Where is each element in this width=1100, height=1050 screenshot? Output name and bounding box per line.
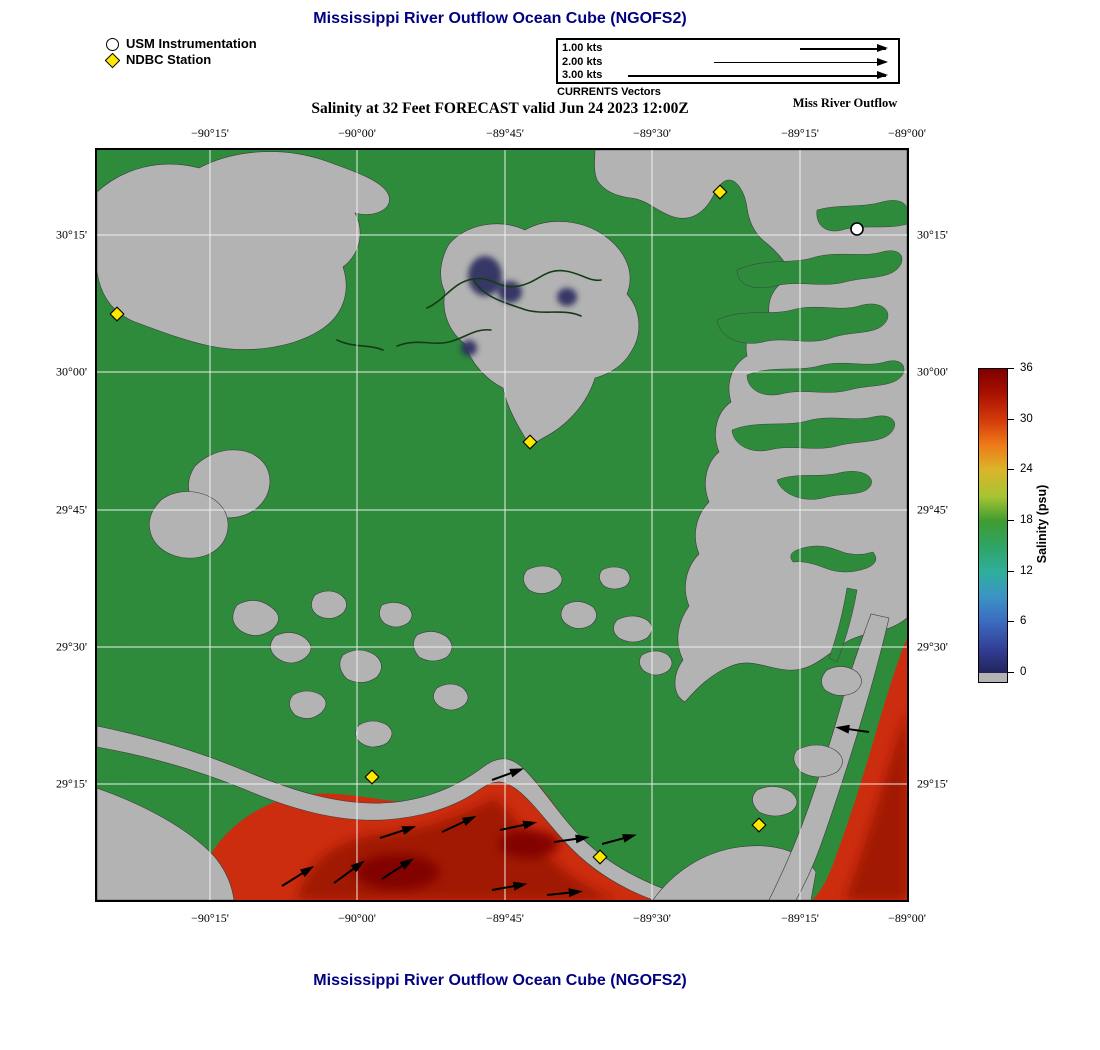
current-vector-arrow bbox=[546, 888, 583, 898]
usm-station-marker bbox=[850, 222, 864, 236]
colorbar-tick-label: 18 bbox=[1020, 514, 1033, 526]
current-vector-arrow bbox=[491, 881, 528, 891]
low-salinity-patches bbox=[461, 256, 577, 356]
forecast-subtitle: Salinity at 32 Feet FORECAST valid Jun 2… bbox=[311, 100, 689, 117]
graticule-lines bbox=[97, 150, 907, 900]
colorbar: 36 30 24 18 12 6 0 bbox=[978, 362, 1048, 684]
figure-footer-title: Mississippi River Outflow Ocean Cube (NG… bbox=[313, 972, 687, 989]
ndbc-station-marker bbox=[712, 184, 728, 200]
x-axis-tick-label-bottom: −89°00' bbox=[888, 911, 926, 925]
ndbc-station-marker bbox=[364, 769, 380, 785]
colorbar-tick-label: 6 bbox=[1020, 615, 1027, 628]
vector-scale-label-1: 1.00 kts bbox=[562, 42, 603, 54]
water-inlets bbox=[716, 200, 907, 663]
arrowhead-icon bbox=[877, 71, 888, 79]
current-vector-arrow bbox=[441, 815, 477, 833]
current-vector-arrow bbox=[333, 860, 365, 884]
colorbar-axis-label: Salinity (psu) bbox=[1035, 484, 1049, 564]
colorbar-tick bbox=[1008, 418, 1014, 420]
current-vector-arrow bbox=[491, 768, 524, 781]
arrowhead-icon bbox=[877, 57, 888, 66]
ndbc-station-marker bbox=[751, 817, 767, 833]
vector-scale-arrow-3kt bbox=[628, 71, 888, 79]
current-vector-arrow bbox=[281, 865, 315, 887]
usm-marker-icon bbox=[106, 37, 119, 51]
vector-scale-row-3: 3.00 kts bbox=[558, 69, 898, 83]
x-axis-tick-label-top: −89°45' bbox=[486, 126, 524, 140]
map: −90°15' −90°00' −89°45' −89°30' −89°15' … bbox=[56, 126, 948, 925]
colorbar-undefined-cap bbox=[978, 673, 1008, 683]
x-axis-tick-label-bottom: −89°45' bbox=[486, 911, 524, 925]
region-label: Miss River Outflow bbox=[792, 96, 898, 110]
x-axis-tick-label-top: −89°00' bbox=[888, 126, 926, 140]
current-vector-arrow bbox=[553, 834, 590, 844]
y-axis-tick-label-left: 29°30' bbox=[56, 639, 87, 654]
colorbar-tick bbox=[1008, 520, 1014, 522]
vector-scale-label-3: 3.00 kts bbox=[562, 69, 603, 81]
ndbc-legend-label: NDBC Station bbox=[126, 52, 212, 67]
legend-row-usm: USM Instrumentation bbox=[106, 36, 257, 52]
current-vector-arrow bbox=[381, 858, 414, 880]
y-axis-tick-label-right: 29°30' bbox=[917, 639, 948, 654]
marker-legend: USM Instrumentation NDBC Station bbox=[104, 36, 257, 68]
y-axis-tick-label-right: 29°45' bbox=[917, 502, 948, 517]
river-channels bbox=[336, 269, 602, 351]
x-axis-tick-label-bottom: −90°00' bbox=[338, 911, 376, 925]
ndbc-station-marker bbox=[592, 849, 608, 865]
current-vector-scale-box: 1.00 kts 2.00 kts 3.00 kts bbox=[556, 38, 900, 84]
colorbar-tick bbox=[1008, 368, 1014, 370]
legend-row-ndbc: NDBC Station bbox=[104, 52, 257, 68]
colorbar-gradient bbox=[978, 368, 1008, 674]
y-axis-tick-label-left: 29°15' bbox=[56, 776, 87, 791]
x-axis-tick-label-bottom: −90°15' bbox=[191, 911, 229, 925]
colorbar-tick-label: 36 bbox=[1020, 362, 1033, 374]
vector-scale-arrow-1kt bbox=[800, 44, 888, 52]
colorbar-tick bbox=[1008, 672, 1014, 674]
vector-scale-label-2: 2.00 kts bbox=[562, 55, 603, 68]
colorbar-tick-label: 12 bbox=[1020, 564, 1033, 577]
vector-scale-caption: CURRENTS Vectors bbox=[557, 86, 661, 98]
y-axis-tick-label-right: 30°00' bbox=[917, 364, 948, 379]
map-marker-layer bbox=[109, 184, 870, 898]
y-axis-tick-label-left: 30°00' bbox=[56, 364, 87, 379]
x-axis-tick-label-top: −90°15' bbox=[191, 126, 229, 140]
vector-scale-row-1: 1.00 kts bbox=[558, 42, 898, 56]
x-axis-tick-label-bottom: −89°15' bbox=[781, 911, 819, 925]
current-vector-arrow bbox=[499, 820, 538, 831]
x-axis-tick-label-bottom: −89°30' bbox=[633, 911, 671, 925]
colorbar-tick bbox=[1008, 570, 1014, 572]
map-svg bbox=[97, 150, 907, 900]
usm-legend-label: USM Instrumentation bbox=[126, 36, 257, 51]
colorbar-tick-label: 30 bbox=[1020, 412, 1033, 425]
colorbar-tick bbox=[1008, 469, 1014, 471]
y-axis-tick-label-right: 29°15' bbox=[917, 776, 948, 791]
colorbar-tick-label: 0 bbox=[1020, 666, 1027, 678]
ndbc-station-marker bbox=[522, 434, 538, 450]
x-axis-tick-label-top: −89°30' bbox=[633, 126, 671, 140]
current-vector-arrow bbox=[379, 826, 417, 839]
colorbar-tick bbox=[1008, 621, 1014, 623]
vector-scale-arrow-2kt bbox=[714, 57, 888, 66]
y-axis-tick-label-left: 30°15' bbox=[56, 227, 87, 242]
figure-title: Mississippi River Outflow Ocean Cube (NG… bbox=[313, 10, 687, 27]
y-axis-tick-label-left: 29°45' bbox=[56, 502, 87, 517]
arrowhead-icon bbox=[877, 44, 888, 52]
x-axis-tick-label-top: −90°00' bbox=[338, 126, 376, 140]
current-vector-arrow bbox=[835, 724, 870, 734]
ndbc-station-marker bbox=[109, 306, 125, 322]
y-axis-tick-label-right: 30°15' bbox=[917, 227, 948, 242]
colorbar-tick-label: 24 bbox=[1020, 463, 1033, 476]
x-axis-tick-label-top: −89°15' bbox=[781, 126, 819, 140]
ndbc-marker-icon bbox=[104, 52, 121, 68]
vector-scale-row-2: 2.00 kts bbox=[558, 56, 898, 70]
current-vector-arrow bbox=[601, 833, 637, 845]
